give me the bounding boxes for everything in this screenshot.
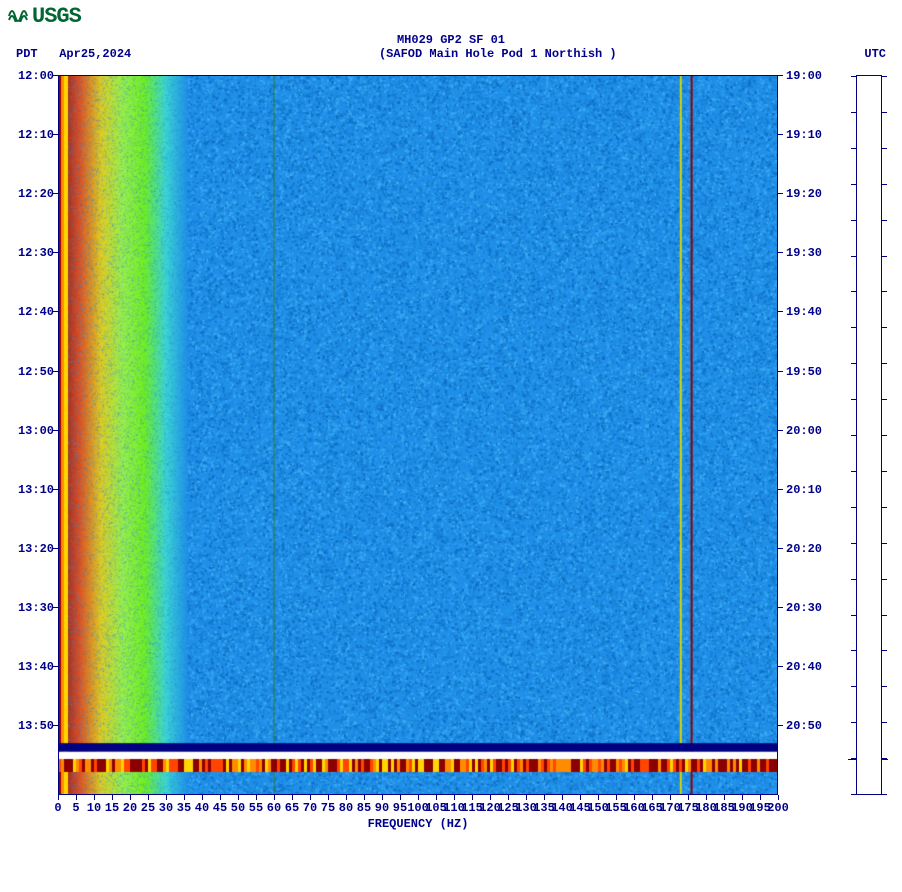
xtick: 10 (87, 801, 101, 815)
xtick: 200 (767, 801, 789, 815)
xtick: 65 (285, 801, 299, 815)
ytick-right: 19:50 (786, 365, 822, 379)
header-center: (SAFOD Main Hole Pod 1 Northish ) (379, 47, 617, 61)
xtick: 50 (231, 801, 245, 815)
xtick: 90 (375, 801, 389, 815)
ytick-left: 13:30 (10, 601, 54, 615)
chart-area: 12:00 12:10 12:20 12:30 12:40 12:50 13:00 13:10… (0, 69, 902, 849)
ytick-left: 13:40 (10, 660, 54, 674)
xtick: 55 (249, 801, 263, 815)
xtick: 30 (159, 801, 173, 815)
ytick-right: 20:00 (786, 424, 822, 438)
xtick: 75 (321, 801, 335, 815)
ytick-left: 12:10 (10, 128, 54, 142)
ytick-right: 20:50 (786, 719, 822, 733)
ytick-right: 19:20 (786, 187, 822, 201)
xtick: 15 (105, 801, 119, 815)
ytick-left: 13:10 (10, 483, 54, 497)
xtick: 45 (213, 801, 227, 815)
ytick-left: 12:40 (10, 305, 54, 319)
xtick: 80 (339, 801, 353, 815)
title-line1: MH029 GP2 SF 01 (397, 33, 505, 47)
usgs-logo: USGS (0, 0, 902, 33)
spectrogram-plot (58, 75, 778, 795)
x-axis-label: FREQUENCY (HZ) (58, 817, 778, 831)
xtick: 95 (393, 801, 407, 815)
xtick: 0 (54, 801, 61, 815)
ytick-left: 12:20 (10, 187, 54, 201)
xtick: 60 (267, 801, 281, 815)
header-right: UTC (864, 47, 886, 61)
xtick: 5 (72, 801, 79, 815)
title-line2: (SAFOD Main Hole Pod 1 Northish ) (379, 47, 617, 61)
chart-title: MH029 GP2 SF 01 (0, 33, 902, 47)
ytick-right: 19:10 (786, 128, 822, 142)
xtick: 70 (303, 801, 317, 815)
ytick-right: 19:00 (786, 69, 822, 83)
ytick-right: 19:30 (786, 246, 822, 260)
xtick: 85 (357, 801, 371, 815)
ytick-left: 13:50 (10, 719, 54, 733)
ytick-left: 12:30 (10, 246, 54, 260)
logo-text: USGS (32, 4, 81, 29)
ytick-left: 12:00 (10, 69, 54, 83)
ytick-right: 19:40 (786, 305, 822, 319)
xtick: 35 (177, 801, 191, 815)
ytick-left: 12:50 (10, 365, 54, 379)
ytick-right: 20:20 (786, 542, 822, 556)
xtick: 40 (195, 801, 209, 815)
header-left: PDT Apr25,2024 (16, 47, 131, 61)
right-tz: UTC (864, 47, 886, 61)
xtick: 25 (141, 801, 155, 815)
usgs-wave-icon (8, 4, 30, 29)
ytick-left: 13:00 (10, 424, 54, 438)
xtick: 20 (123, 801, 137, 815)
ytick-left: 13:20 (10, 542, 54, 556)
left-tz: PDT (16, 47, 38, 61)
ytick-right: 20:10 (786, 483, 822, 497)
header-date: Apr25,2024 (59, 47, 131, 61)
ytick-right: 20:30 (786, 601, 822, 615)
header-row: PDT Apr25,2024 (SAFOD Main Hole Pod 1 No… (0, 47, 902, 61)
colorbar (856, 75, 882, 795)
ytick-right: 20:40 (786, 660, 822, 674)
